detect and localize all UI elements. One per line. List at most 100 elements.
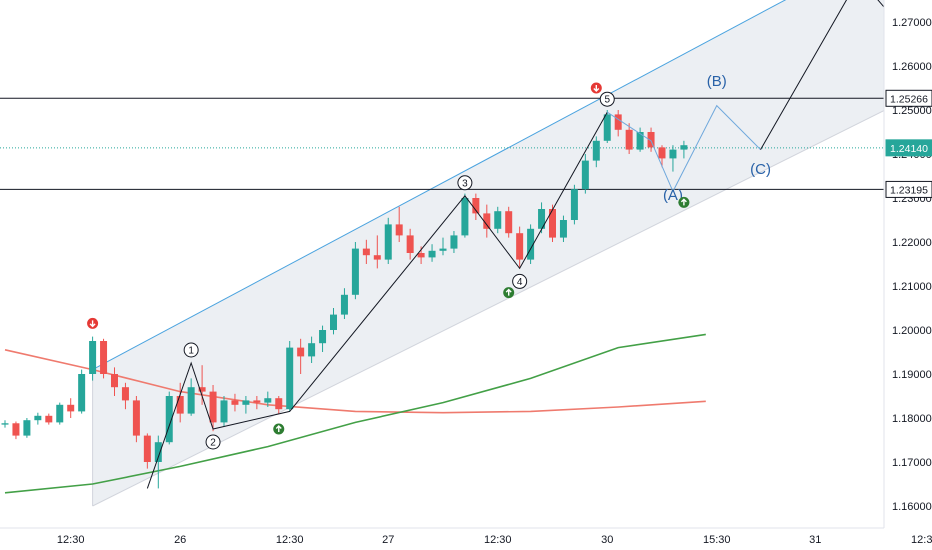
candle (34, 412, 42, 425)
buy-signal-icon (678, 196, 690, 208)
candle (483, 204, 491, 238)
wave-count-label: 4 (517, 277, 523, 288)
candle-body (253, 400, 261, 403)
candle-body (275, 398, 283, 410)
candle (494, 206, 502, 234)
corrective-wave-label: (C) (750, 161, 771, 178)
candle-body (231, 400, 239, 405)
candle (669, 145, 677, 172)
candle-body (384, 224, 392, 260)
signal-arrow (275, 425, 282, 432)
wave-count-circle (599, 91, 615, 107)
candle-body (34, 415, 42, 421)
candle (264, 391, 272, 407)
wave-count-1: 1 (183, 342, 199, 358)
candle-body (154, 442, 162, 462)
candle (538, 202, 546, 234)
candle-body (100, 341, 108, 374)
candle (592, 136, 600, 168)
time-tick-label: 27 (382, 534, 394, 546)
candle (286, 341, 294, 412)
candle-body (658, 147, 666, 159)
candle-body (121, 387, 129, 401)
candle (340, 288, 348, 319)
candle-body (450, 235, 458, 249)
candle (12, 421, 20, 440)
candle-body (198, 387, 206, 392)
time-tick-label: 15:30 (703, 534, 731, 546)
candle-body (187, 387, 195, 414)
candle-body (132, 400, 140, 436)
candle (275, 396, 283, 414)
price-tick-label: 1.20000 (892, 325, 932, 337)
price-tick-label: 1.18000 (892, 413, 932, 425)
wave-count-label: 2 (210, 438, 216, 449)
candle-body (625, 129, 633, 150)
candle-body (527, 228, 535, 260)
candle-body (242, 400, 250, 405)
candle-body (220, 400, 228, 423)
wave-count-circle (183, 342, 199, 358)
candle-body (516, 233, 524, 260)
candle-body (351, 248, 359, 295)
candle-body (297, 347, 305, 357)
candle (209, 385, 217, 432)
candle-body (340, 294, 348, 315)
candle-body (286, 347, 294, 410)
wave-count-2: 2 (205, 434, 221, 450)
candle-body (67, 404, 75, 412)
candle-body (483, 213, 491, 229)
candle-body (45, 415, 53, 423)
wave-count-circle (457, 175, 473, 191)
candle-body (143, 435, 151, 462)
candle (636, 127, 644, 152)
corrective-wave-label: (A) (663, 187, 683, 204)
candle (319, 325, 327, 352)
candle (472, 193, 480, 220)
candle-body (669, 149, 677, 159)
candle (384, 217, 392, 264)
current-price-tag: 1.24140 (885, 139, 932, 157)
candle (439, 237, 447, 256)
candle-body (362, 248, 370, 256)
candle-body (647, 132, 655, 148)
signal-arrow (593, 85, 600, 92)
level-price-tag-text: 1.23195 (890, 184, 928, 196)
candle (406, 228, 414, 260)
plot-area: 123452(A)(B)(C) (0, 0, 884, 507)
candle (176, 382, 184, 423)
candle-body (494, 211, 502, 229)
buy-signal-icon (273, 423, 285, 435)
signal-arrow (505, 288, 512, 296)
price-tick-label: 1.21000 (892, 281, 932, 293)
wave-count-label: 3 (462, 178, 468, 189)
time-tick-label: 30 (601, 534, 613, 546)
candle (603, 110, 611, 143)
candle (308, 336, 316, 363)
price-tick-label: 1.25000 (892, 105, 932, 117)
level-price-tag-bg (885, 89, 932, 107)
time-tick-label: 26 (174, 534, 186, 546)
candle-body (1, 423, 9, 425)
candle (461, 193, 469, 238)
candle (143, 433, 151, 469)
candle (330, 308, 337, 335)
candle-body (417, 253, 425, 258)
candle (362, 239, 370, 264)
candle (100, 338, 108, 379)
channel-lower-line (92, 109, 884, 507)
moving-average-1 (4, 333, 706, 494)
candle (187, 378, 195, 416)
wave-count-3: 3 (457, 175, 473, 191)
candle-body (308, 343, 316, 357)
level-price-tag: 1.25266 (885, 89, 932, 107)
time-tick-label: 31 (809, 534, 821, 546)
candle (242, 396, 250, 414)
candle-body (23, 420, 31, 436)
wave-count-label: 5 (604, 95, 610, 106)
candle (516, 226, 524, 269)
candle-body (614, 114, 622, 130)
candle (165, 391, 173, 445)
candle-body (581, 160, 589, 190)
